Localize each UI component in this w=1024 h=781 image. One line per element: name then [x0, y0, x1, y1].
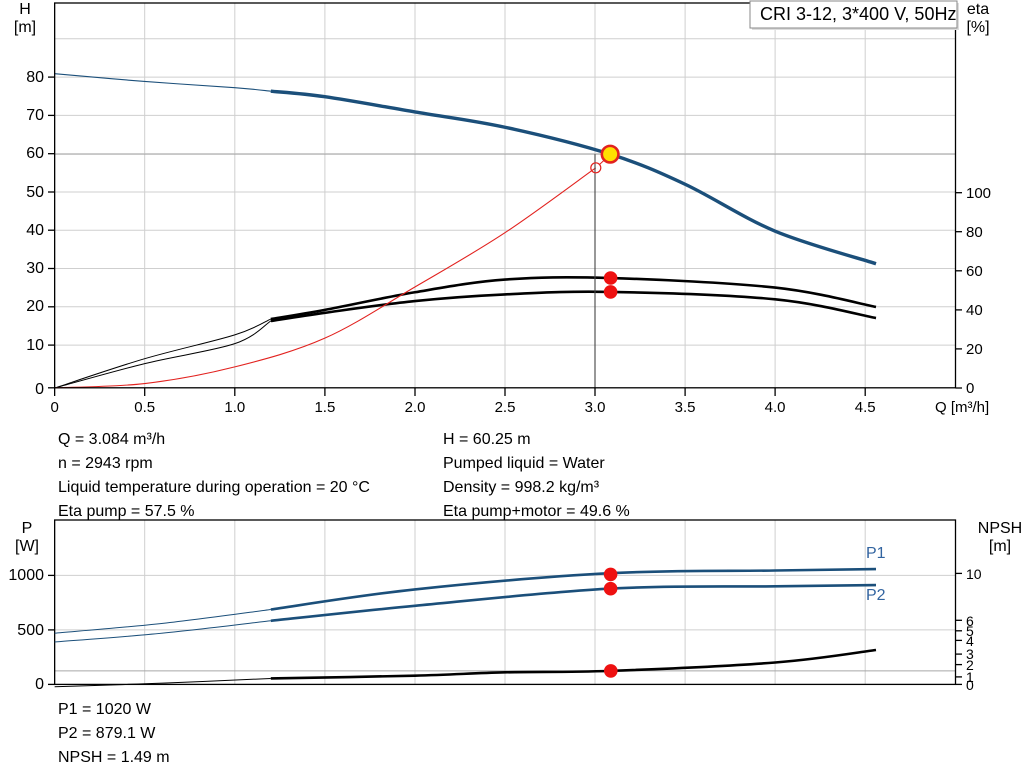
svg-text:n = 2943 rpm: n = 2943 rpm	[58, 455, 153, 472]
svg-text:100: 100	[966, 185, 991, 202]
svg-text:P2: P2	[866, 587, 886, 604]
svg-text:3.0: 3.0	[585, 399, 606, 416]
svg-text:P2 = 879.1 W: P2 = 879.1 W	[58, 725, 156, 742]
svg-text:1.0: 1.0	[224, 399, 245, 416]
svg-text:6: 6	[966, 613, 974, 629]
svg-text:[m]: [m]	[989, 538, 1011, 555]
svg-text:20: 20	[26, 298, 44, 315]
svg-text:Eta pump+motor = 49.6 %: Eta pump+motor = 49.6 %	[443, 503, 630, 520]
svg-text:P1: P1	[866, 545, 886, 562]
svg-text:0: 0	[966, 380, 974, 397]
svg-text:2.0: 2.0	[405, 399, 426, 416]
svg-text:1000: 1000	[8, 567, 44, 584]
svg-text:H = 60.25 m: H = 60.25 m	[443, 431, 531, 448]
svg-text:0: 0	[35, 381, 44, 398]
svg-text:80: 80	[26, 69, 44, 86]
svg-text:1.5: 1.5	[314, 399, 335, 416]
svg-text:3.5: 3.5	[675, 399, 696, 416]
svg-text:40: 40	[966, 302, 983, 319]
svg-text:Eta pump = 57.5 %: Eta pump = 57.5 %	[58, 503, 195, 520]
svg-text:CRI 3-12, 3*400 V, 50Hz: CRI 3-12, 3*400 V, 50Hz	[760, 4, 956, 24]
svg-text:0: 0	[35, 676, 44, 693]
svg-text:P: P	[22, 520, 33, 537]
svg-text:[m]: [m]	[14, 19, 36, 36]
svg-text:Pumped liquid = Water: Pumped liquid = Water	[443, 455, 605, 472]
svg-text:eta: eta	[967, 1, 989, 18]
svg-text:60: 60	[966, 263, 983, 280]
svg-text:Q [m³/h]: Q [m³/h]	[935, 399, 989, 416]
svg-text:10: 10	[966, 566, 982, 582]
svg-text:10: 10	[26, 337, 44, 354]
svg-text:70: 70	[26, 107, 44, 124]
svg-text:30: 30	[26, 260, 44, 277]
svg-text:40: 40	[26, 222, 44, 239]
svg-text:0.5: 0.5	[134, 399, 155, 416]
svg-text:50: 50	[26, 184, 44, 201]
svg-text:80: 80	[966, 224, 983, 241]
svg-text:0: 0	[50, 399, 58, 416]
svg-text:NPSH: NPSH	[978, 520, 1022, 537]
svg-text:500: 500	[17, 622, 44, 639]
svg-text:[%]: [%]	[966, 19, 989, 36]
svg-text:4.5: 4.5	[855, 399, 876, 416]
svg-text:H: H	[19, 1, 31, 18]
svg-text:Density = 998.2 kg/m³: Density = 998.2 kg/m³	[443, 479, 600, 496]
svg-text:20: 20	[966, 341, 983, 358]
svg-text:[W]: [W]	[15, 538, 39, 555]
svg-text:Liquid temperature during oper: Liquid temperature during operation = 20…	[58, 479, 370, 496]
svg-text:2.5: 2.5	[495, 399, 516, 416]
svg-text:P1 = 1020 W: P1 = 1020 W	[58, 701, 152, 718]
svg-text:NPSH = 1.49 m: NPSH = 1.49 m	[58, 749, 170, 766]
svg-text:4.0: 4.0	[765, 399, 786, 416]
svg-text:60: 60	[26, 145, 44, 162]
svg-text:Q = 3.084 m³/h: Q = 3.084 m³/h	[58, 431, 165, 448]
